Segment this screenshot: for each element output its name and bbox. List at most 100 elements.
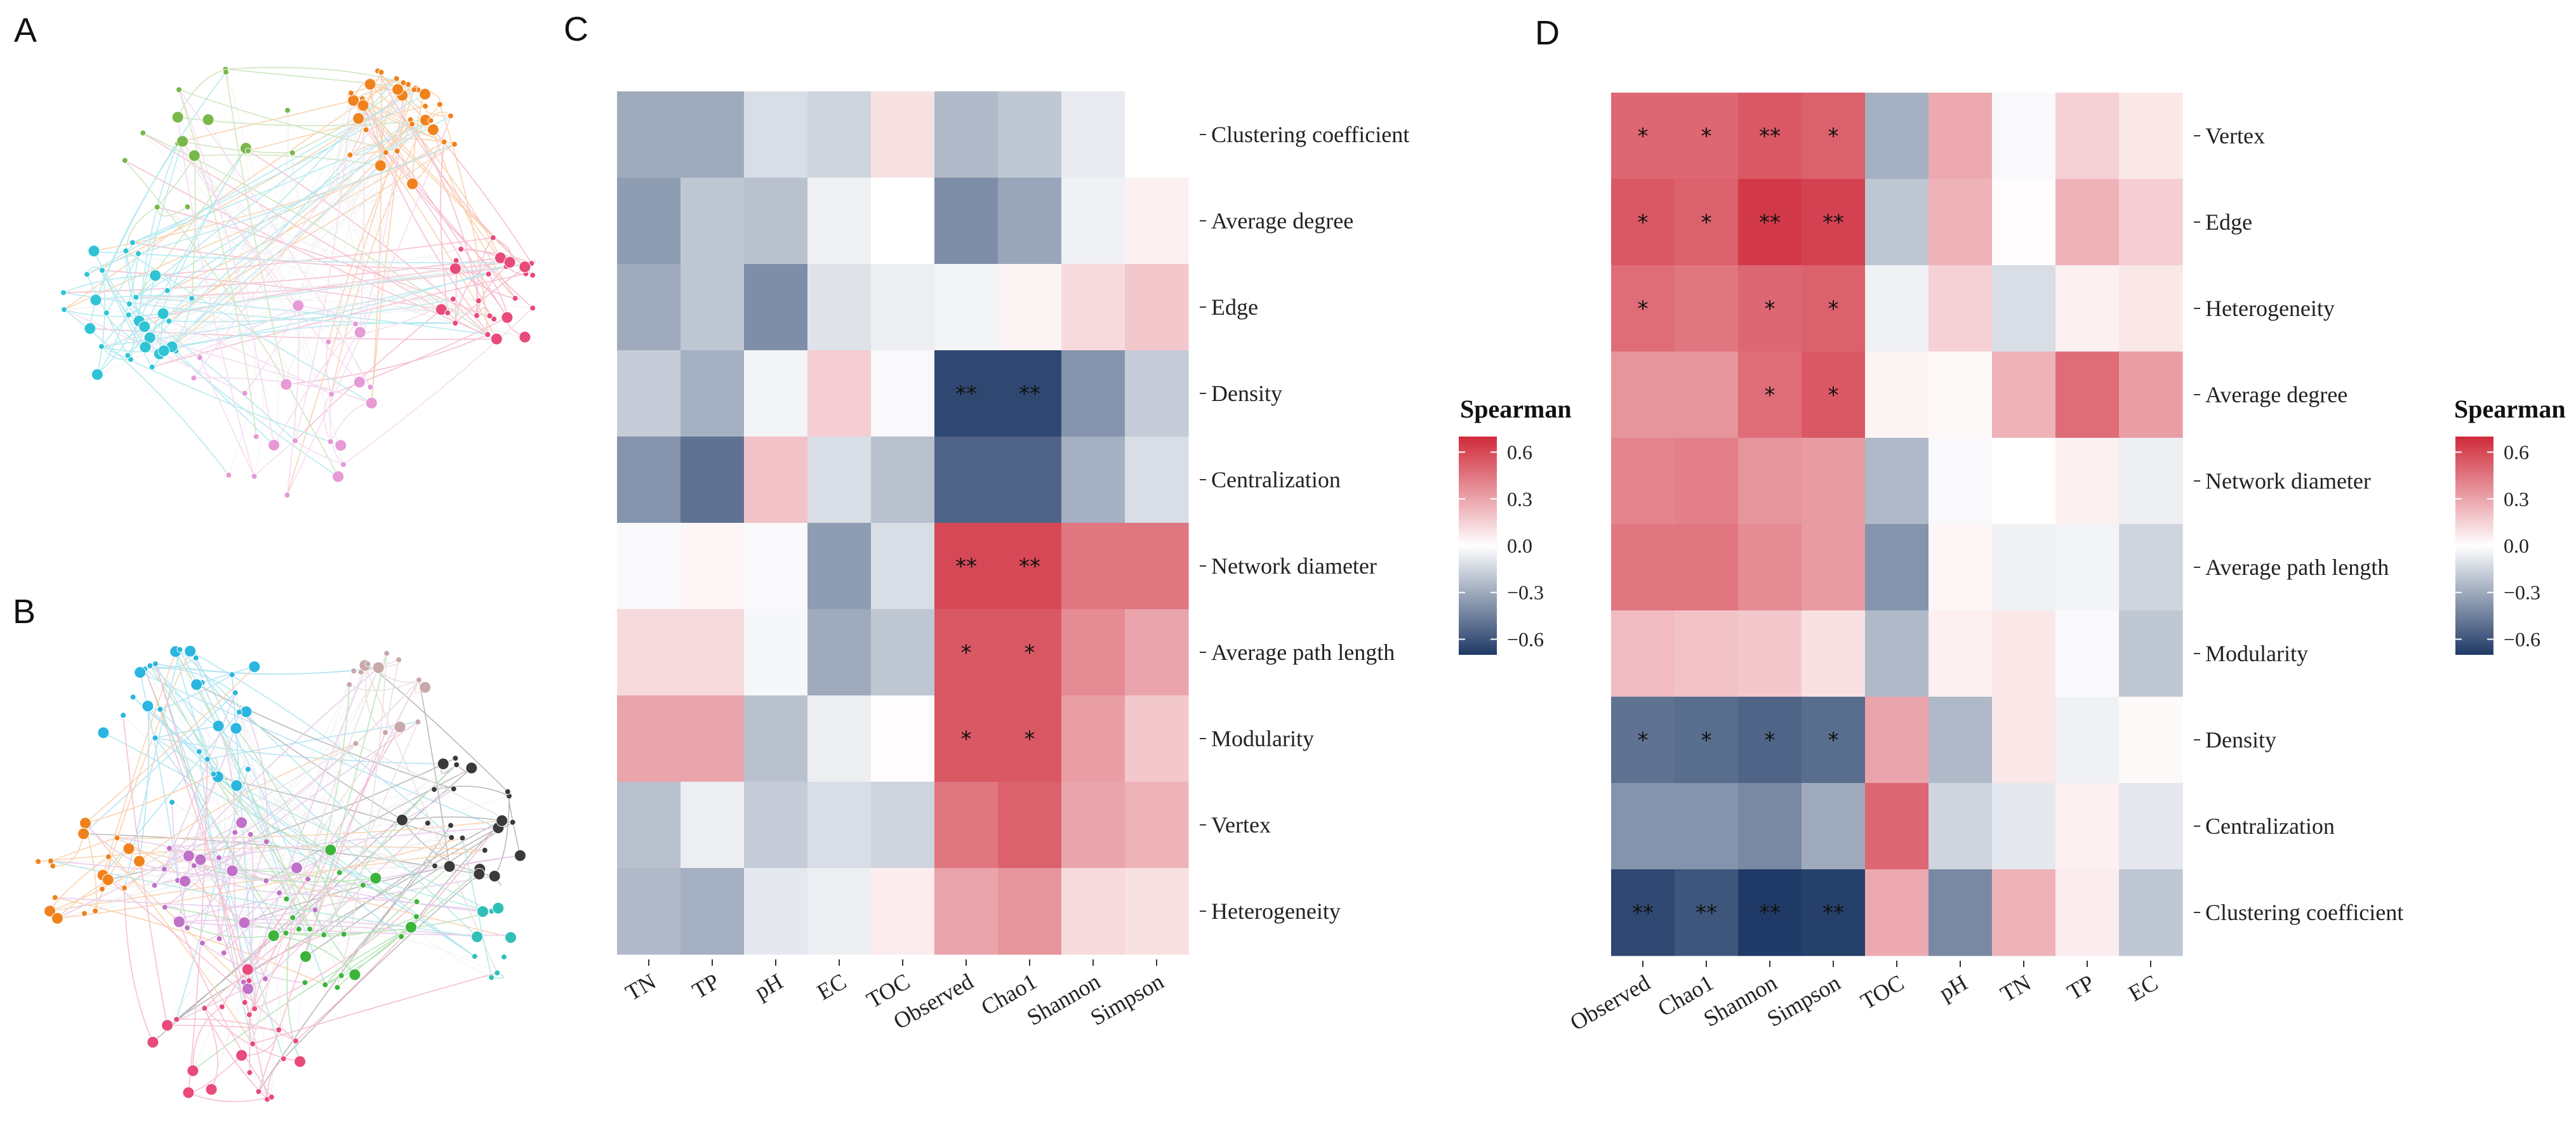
network-node bbox=[187, 1065, 199, 1077]
network-edge bbox=[286, 918, 301, 1062]
heatmap-cell bbox=[807, 868, 872, 955]
column-label: TOC bbox=[1856, 970, 1908, 1014]
network-edge bbox=[194, 680, 420, 866]
network-edge bbox=[494, 796, 510, 877]
network-edge bbox=[265, 902, 293, 979]
network-node bbox=[147, 662, 154, 669]
row-label: Centralization bbox=[2205, 813, 2335, 839]
heatmap-cell bbox=[807, 782, 872, 869]
significance-marker: ** bbox=[1759, 210, 1781, 235]
network-node bbox=[348, 89, 354, 96]
network-node bbox=[205, 1083, 218, 1096]
heatmap-cell bbox=[617, 264, 681, 351]
heatmap-cell bbox=[871, 868, 935, 955]
network-edge bbox=[411, 124, 479, 301]
network-edge bbox=[155, 663, 472, 802]
network-edge bbox=[168, 320, 332, 395]
network-edge bbox=[187, 834, 251, 928]
network-edge bbox=[83, 833, 479, 875]
network-edge bbox=[355, 742, 505, 819]
network-edge bbox=[385, 659, 399, 733]
significance-marker: * bbox=[1765, 728, 1776, 753]
network-edge bbox=[163, 110, 289, 352]
network-node bbox=[253, 433, 260, 440]
heatmap-cell bbox=[1929, 265, 1993, 352]
network-edge bbox=[211, 919, 275, 1090]
significance-marker: ** bbox=[1759, 900, 1781, 926]
network-edge bbox=[176, 827, 499, 1020]
network-edge bbox=[225, 72, 287, 385]
panel-letter-b: B bbox=[13, 593, 36, 631]
significance-marker: ** bbox=[1019, 554, 1040, 579]
network-node bbox=[284, 492, 291, 499]
row-label: Network diameter bbox=[1211, 553, 1377, 579]
network-node bbox=[447, 112, 454, 119]
network-node bbox=[413, 913, 420, 920]
heatmap-cell bbox=[1611, 869, 1675, 956]
heatmap-cell bbox=[1929, 697, 1993, 784]
network-node bbox=[246, 1011, 253, 1018]
heatmap-cell bbox=[1929, 524, 1993, 611]
network-node bbox=[184, 924, 190, 931]
network-edge bbox=[155, 737, 475, 957]
legend-tick-label: 0.6 bbox=[1507, 441, 1532, 464]
network-edge bbox=[339, 304, 448, 325]
network-edge bbox=[340, 82, 404, 388]
network-edge bbox=[101, 115, 451, 347]
heatmap-cell bbox=[1675, 869, 1739, 956]
network-edge bbox=[145, 120, 431, 348]
network-node bbox=[292, 1037, 299, 1044]
network-node bbox=[362, 126, 369, 133]
network-node bbox=[334, 984, 341, 991]
network-node bbox=[312, 907, 319, 913]
heatmap-cell bbox=[1992, 524, 2056, 611]
heatmap-cell bbox=[1865, 265, 1929, 352]
network-edge bbox=[362, 105, 533, 276]
network-node bbox=[202, 114, 215, 126]
network-edge bbox=[326, 341, 332, 395]
heatmap-cell bbox=[1061, 350, 1125, 437]
network-edge bbox=[177, 143, 263, 220]
network-edge bbox=[124, 888, 154, 1043]
network-node bbox=[289, 914, 296, 921]
network-edge bbox=[50, 841, 268, 912]
network-node bbox=[300, 951, 312, 963]
network-node bbox=[335, 439, 347, 452]
heatmap-cell bbox=[1929, 352, 1993, 438]
network-edge bbox=[50, 769, 253, 862]
network-edge bbox=[135, 89, 415, 298]
network-node bbox=[369, 872, 382, 885]
network-node bbox=[241, 390, 248, 397]
heatmap-cell bbox=[1611, 265, 1675, 352]
network-node bbox=[244, 147, 251, 154]
column-label: EC bbox=[813, 968, 851, 1005]
legend-tick-label: 0.0 bbox=[1507, 534, 1532, 557]
heatmap-cell bbox=[1865, 869, 1929, 956]
network-edge bbox=[191, 155, 196, 299]
network-edge bbox=[138, 742, 356, 862]
network-edge bbox=[350, 119, 411, 156]
network-node bbox=[324, 844, 337, 856]
network-edge bbox=[219, 788, 454, 939]
network-edge bbox=[102, 711, 240, 876]
heatmap-cell bbox=[617, 609, 681, 696]
heatmap-cell bbox=[871, 609, 935, 696]
network-node bbox=[241, 999, 248, 1006]
heatmap-cell bbox=[2055, 610, 2120, 697]
network-edge bbox=[155, 663, 379, 674]
heatmap-cell bbox=[934, 868, 999, 955]
network-edge bbox=[152, 867, 297, 1043]
network-edge bbox=[149, 337, 372, 404]
network-node bbox=[276, 890, 282, 897]
network-node bbox=[246, 1069, 253, 1076]
network-edge bbox=[171, 801, 241, 860]
network-edge bbox=[328, 98, 363, 196]
network-edge bbox=[57, 822, 242, 919]
network-edge bbox=[132, 242, 456, 270]
network-edge bbox=[154, 737, 274, 936]
row-label: Network diameter bbox=[2205, 468, 2371, 494]
network-edge bbox=[175, 919, 274, 938]
network-node bbox=[166, 845, 173, 852]
network-edge bbox=[182, 100, 354, 142]
network-edge bbox=[167, 1025, 279, 1030]
